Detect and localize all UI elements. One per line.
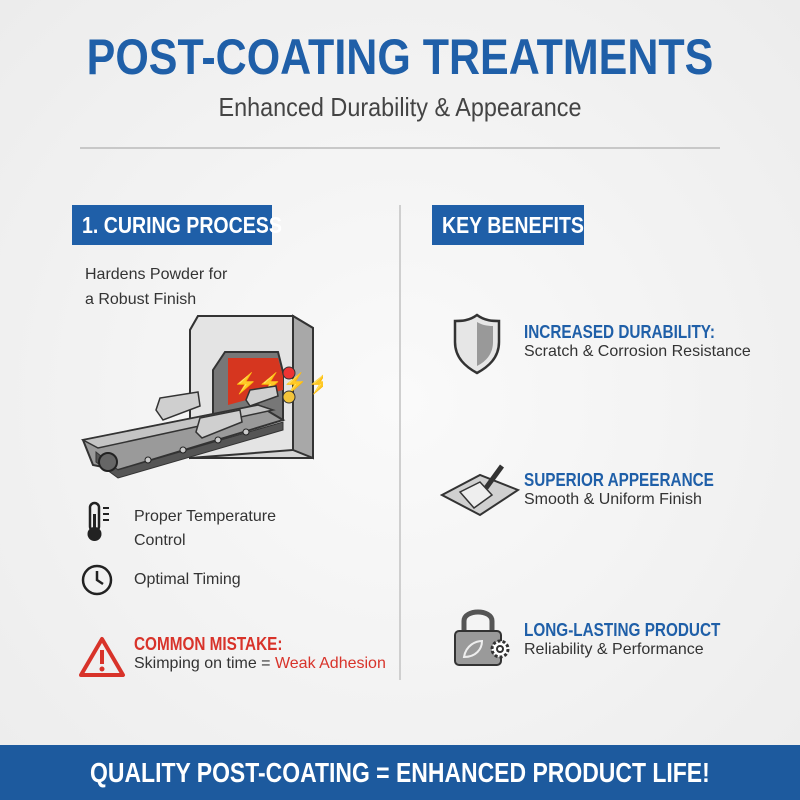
mistake-text: Skimping on time = xyxy=(134,655,275,672)
benefit-title: INCREASED DURABILITY: xyxy=(524,322,715,342)
curing-oven-illustration: ⚡⚡⚡⚡ xyxy=(80,314,323,479)
paintbrush-icon xyxy=(440,464,520,517)
description-line: a Robust Finish xyxy=(85,291,197,308)
item-text: Control xyxy=(134,532,186,549)
clock-icon xyxy=(81,564,113,596)
benefits-heading: KEY BENEFITS xyxy=(432,205,584,245)
description-line: Hardens Powder for xyxy=(85,266,228,283)
divider xyxy=(80,147,720,149)
benefit-desc: Scratch & Corrosion Resistance xyxy=(524,343,751,360)
common-mistake: COMMON MISTAKE: Skimping on time = Weak … xyxy=(134,634,386,673)
padlock-leaf-gear-icon xyxy=(454,609,510,666)
warning-icon xyxy=(79,637,125,677)
page-title: POST-COATING TREATMENTS xyxy=(86,29,714,85)
benefit-title: SUPERIOR APPEERANCE xyxy=(524,470,714,490)
benefit-desc: Reliability & Performance xyxy=(524,641,704,658)
thermometer-icon xyxy=(87,501,109,541)
column-divider xyxy=(399,205,401,680)
mistake-title: COMMON MISTAKE: xyxy=(134,634,283,654)
curing-heading: 1. CURING PROCESS xyxy=(72,205,282,245)
benefit-desc: Smooth & Uniform Finish xyxy=(524,491,702,508)
timing-item: Optimal Timing xyxy=(134,571,241,588)
mistake-highlight: Weak Adhesion xyxy=(274,655,386,672)
footer-banner: QUALITY POST-COATING = ENHANCED PRODUCT … xyxy=(0,745,800,800)
item-text: Proper Temperature xyxy=(134,508,276,525)
shield-icon xyxy=(453,313,501,375)
svg-text:⚡⚡⚡⚡: ⚡⚡⚡⚡ xyxy=(233,371,323,395)
temperature-control-item: Proper Temperature Control xyxy=(134,505,276,553)
benefit-appearance: SUPERIOR APPEERANCE Smooth & Uniform Fin… xyxy=(524,470,747,509)
benefit-title: LONG-LASTING PRODUCT xyxy=(524,620,721,640)
curing-description: Hardens Powder for a Robust Finish xyxy=(85,262,285,312)
benefit-durability: INCREASED DURABILITY: Scratch & Corrosio… xyxy=(524,322,751,361)
page-subtitle: Enhanced Durability & Appearance xyxy=(218,92,582,122)
benefit-long-lasting: LONG-LASTING PRODUCT Reliability & Perfo… xyxy=(524,620,755,659)
